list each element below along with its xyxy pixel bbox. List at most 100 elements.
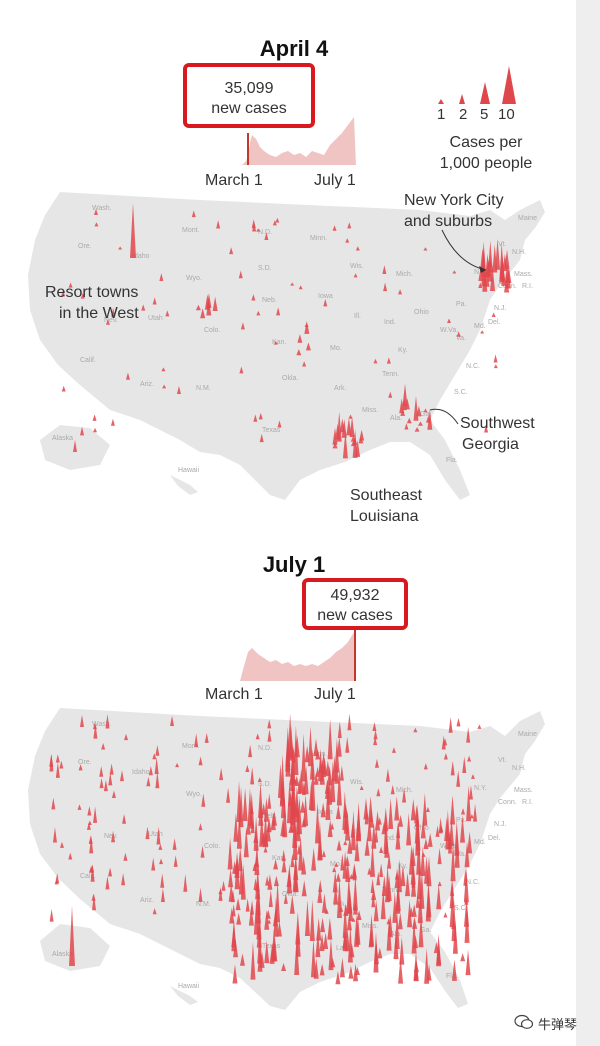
case-spike xyxy=(261,802,266,815)
case-spike xyxy=(319,963,325,976)
case-spike xyxy=(289,894,295,914)
state-label: Calif. xyxy=(80,357,96,364)
case-spike xyxy=(327,819,333,838)
case-spike xyxy=(332,427,338,445)
case-spike xyxy=(410,846,416,866)
case-spike xyxy=(390,784,395,795)
case-spike xyxy=(307,726,313,767)
state-label: Alaska xyxy=(52,435,73,442)
case-spike xyxy=(267,719,272,729)
case-spike xyxy=(93,806,98,823)
case-spike xyxy=(311,847,317,871)
case-spike xyxy=(363,798,369,820)
case-spike xyxy=(345,736,350,753)
case-spike xyxy=(386,357,391,364)
state-label: W.Va. xyxy=(440,327,458,334)
annotation-sw-georgia-line-2: Georgia xyxy=(462,436,519,453)
case-spike xyxy=(251,219,256,229)
annotation-se-louisiana-line-2: Louisiana xyxy=(350,508,419,525)
case-spike xyxy=(258,782,264,818)
case-spike xyxy=(327,917,333,940)
state-label: Tenn. xyxy=(382,371,399,378)
state-label: Mont. xyxy=(182,743,200,750)
case-spike xyxy=(105,875,110,890)
case-spike xyxy=(465,949,471,976)
state-label: Ind. xyxy=(384,319,396,326)
case-spike xyxy=(449,817,455,846)
state-label: Va. xyxy=(456,335,466,342)
case-spike xyxy=(410,798,416,821)
case-spike xyxy=(265,875,270,886)
case-spike xyxy=(330,958,336,968)
state-label: Texas xyxy=(262,427,281,434)
case-spike xyxy=(238,786,244,828)
case-spike xyxy=(447,318,452,323)
case-spike xyxy=(334,737,340,773)
case-spike xyxy=(449,893,455,928)
case-spike xyxy=(229,247,234,255)
state-label: Kan. xyxy=(272,855,286,862)
annotation-nyc-leader xyxy=(441,229,487,273)
case-spike xyxy=(456,770,461,787)
case-spike xyxy=(319,933,325,951)
case-spike xyxy=(313,738,319,757)
case-spike xyxy=(248,744,253,758)
case-spike xyxy=(413,396,419,421)
case-spike xyxy=(146,776,151,787)
case-spike xyxy=(154,756,159,775)
state-label: Mass. xyxy=(514,787,533,794)
case-spike xyxy=(354,914,360,947)
case-spike xyxy=(356,801,362,842)
case-spike xyxy=(93,427,98,433)
case-spike xyxy=(122,814,127,824)
state-label: Del. xyxy=(488,319,501,326)
case-spike xyxy=(353,963,359,982)
case-spike xyxy=(336,877,342,918)
case-spike xyxy=(275,217,280,223)
case-spike xyxy=(394,868,400,888)
case-spike xyxy=(342,791,348,831)
state-label: N.M. xyxy=(196,901,211,908)
state-label: Maine xyxy=(518,215,537,222)
case-spike xyxy=(118,246,123,250)
case-spike xyxy=(423,763,428,770)
state-label: Iowa xyxy=(318,293,333,300)
case-spike xyxy=(320,917,326,933)
case-spike xyxy=(194,733,199,747)
case-spike xyxy=(462,756,467,774)
state-label: Hawaii xyxy=(178,983,199,990)
case-spike xyxy=(342,431,348,459)
panel-2-callout-label: new cases xyxy=(317,607,393,624)
case-spike xyxy=(348,414,353,419)
case-spike xyxy=(240,322,245,330)
case-spike xyxy=(480,330,485,334)
case-spike xyxy=(406,417,412,424)
case-spike xyxy=(448,717,453,733)
legend-value-2: 2 xyxy=(459,106,468,123)
case-spike xyxy=(87,820,92,825)
annotation-sw-georgia-leader xyxy=(429,408,459,425)
case-spike xyxy=(342,903,348,939)
case-spike xyxy=(404,423,409,430)
case-spike xyxy=(355,246,360,251)
case-spike xyxy=(506,266,512,284)
case-spike xyxy=(321,850,326,857)
case-spike xyxy=(283,893,288,904)
case-spike xyxy=(411,871,417,897)
case-spike xyxy=(477,724,482,729)
case-spike xyxy=(324,785,330,799)
case-spike xyxy=(155,771,160,789)
case-spike xyxy=(239,953,245,966)
case-spike xyxy=(336,736,342,757)
case-spike xyxy=(356,910,362,921)
case-spike xyxy=(258,802,264,826)
panel-1-sparkline xyxy=(230,117,356,165)
state-label: N.D. xyxy=(258,745,272,752)
case-spike xyxy=(165,310,170,317)
state-label: S.C. xyxy=(454,905,468,912)
case-spike xyxy=(382,265,387,275)
case-spike xyxy=(308,780,314,811)
case-spike xyxy=(400,410,406,416)
case-spike xyxy=(198,823,203,831)
case-spike xyxy=(277,420,282,428)
